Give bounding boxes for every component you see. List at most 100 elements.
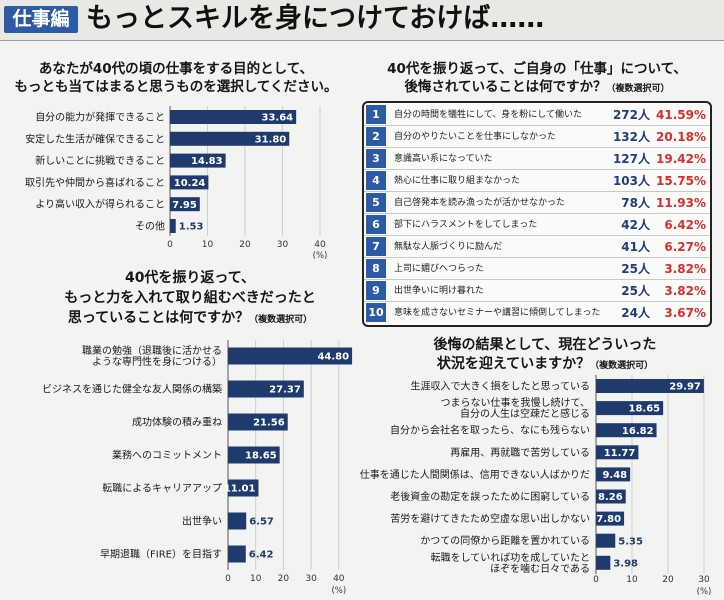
bar [170, 131, 290, 146]
row-label: 自分のやりたいことを仕事にしなかった [394, 132, 557, 142]
category-label: 転職をしていれば功を成していたとほぞを噛む日々である [431, 552, 590, 575]
data-label: 11.77 [604, 448, 636, 459]
x-tick-label: 0 [225, 574, 231, 584]
chart-title-line: 後悔されていることは何ですか？（複数選択可） [362, 78, 712, 98]
table-row: 3 意識高い系になっていた 127人 19.42% [364, 148, 710, 170]
category-label: 苦労を避けてきたため空虚な思い出しかない [390, 512, 590, 525]
category-label: 自分の能力が発揮できること [35, 111, 165, 124]
category-label: 安定した生活が確保できること [25, 132, 165, 145]
rank-badge: 10 [366, 303, 386, 322]
row-label: 出世争いに明け暮れた [394, 286, 485, 296]
data-label: 33.64 [262, 113, 294, 124]
chart-4-title: 後悔の結果として、現在どういった 状況を迎えていますか？（複数選択可） [370, 336, 720, 376]
x-tick-label: 30 [277, 240, 289, 250]
count-value: 24人 [621, 306, 650, 320]
percent-value: 3.82% [664, 262, 706, 276]
count-value: 41人 [621, 240, 650, 254]
bar [596, 401, 664, 416]
bar [596, 555, 611, 570]
header-band: 仕事編 もっとスキルを身につけておけば…… [0, 0, 724, 41]
bar [228, 380, 304, 398]
percent-value: 3.67% [664, 306, 706, 320]
regret-ranking-table: 1 自分の時間を犠牲にして、身を粉にして働いた 272人 41.59% 2 自分のやりたい… [362, 101, 712, 327]
percent-value: 3.82% [664, 284, 706, 298]
x-tick-label: 0 [593, 575, 599, 585]
percent-value: 20.18% [656, 130, 706, 144]
chart-title-note: （複数選択可） [249, 315, 313, 325]
chart-title-line: 状況を迎えていますか？（複数選択可） [370, 355, 720, 376]
data-label: 10.24 [174, 178, 206, 189]
table-row: 6 部下にハラスメントをしてしまった 42人 6.42% [364, 214, 710, 236]
count-value: 272人 [612, 108, 650, 122]
row-label: 上司に媚びへつらった [394, 264, 485, 274]
chart-title-line: 40代を振り返って、 [124, 270, 256, 286]
count-value: 103人 [612, 174, 650, 188]
data-label: 21.56 [253, 418, 285, 429]
bar [596, 467, 631, 482]
x-axis-unit: (%) [331, 586, 346, 596]
bar [170, 219, 176, 233]
table-row: 9 出世争いに明け暮れた 25人 3.82% [364, 280, 710, 302]
x-tick-label: 40 [314, 240, 326, 250]
bar [170, 110, 297, 124]
x-axis-unit: (%) [697, 587, 712, 597]
category-label: 業務へのコミットメント [112, 449, 222, 462]
category-label: つまらない仕事を我慢し続けて、自分の人生は空疎だと感じる [441, 396, 591, 420]
chart-title-line: 思っていることは何ですか？（複数選択可） [40, 308, 340, 330]
chart-title-note: （複数選択可） [606, 84, 670, 94]
category-label: 老後資金の勘定を誤ったために困窮している [390, 490, 590, 503]
bar [596, 445, 639, 460]
bar [228, 479, 259, 497]
rank-badge: 1 [366, 105, 386, 124]
rank-badge: 2 [366, 127, 386, 146]
data-label: 11.01 [224, 484, 256, 495]
chart-3-title: 40代を振り返って、 もっと力を入れて取り組むべきだったと 思っていることは何で… [40, 268, 340, 330]
rank-badge: 4 [366, 171, 386, 190]
x-tick-label: 30 [698, 575, 710, 585]
bar [170, 153, 226, 168]
category-label: 職業の勉強（退職後に活かせるような専門性を身につける） [82, 344, 222, 368]
percent-value: 41.59% [656, 108, 706, 122]
percent-value: 6.27% [664, 240, 706, 254]
row-label: 自分の時間を犠牲にして、身を粉にして働いた [394, 110, 583, 120]
x-tick-label: 20 [662, 575, 674, 585]
table-row: 7 無駄な人脈づくりに励んだ 41人 6.27% [364, 236, 710, 258]
bar [596, 423, 657, 438]
table-row: 2 自分のやりたいことを仕事にしなかった 132人 20.18% [364, 126, 710, 148]
bar [228, 347, 353, 365]
chart-1-title: あなたが40代の頃の仕事をする目的として、 もっとも当てはまると思うものを選択し… [0, 60, 352, 96]
data-label: 29.97 [669, 382, 701, 393]
chart-title-line: もっとも当てはまると思うものを選択してください。 [14, 79, 338, 95]
row-label: 部下にハラスメントをしてしまった [394, 220, 538, 230]
chart-title-line: 40代を振り返って、ご自身の「仕事」について、 [387, 61, 687, 77]
category-label: その他 [135, 220, 165, 233]
table-row: 10 意味を成さないセミナーや講習に傾倒してしまった 24人 3.67% [364, 302, 710, 324]
count-value: 127人 [612, 152, 650, 166]
chart-4-current-situation: 0 10 20 30 (%) 29.97 生涯収入で大きく損をしたと思っている 18.65 つま… [360, 375, 712, 597]
category-label: かつての同僚から距離を置かれている [420, 534, 590, 547]
x-tick-label: 0 [167, 240, 173, 250]
data-label: 16.82 [622, 426, 654, 437]
category-label: 成功体験の積み重ね [132, 416, 222, 429]
percent-value: 11.93% [656, 196, 706, 210]
bar [228, 512, 247, 530]
count-value: 25人 [621, 284, 650, 298]
chart-title-text: 状況を迎えていますか？ [436, 356, 591, 372]
data-label: 1.53 [179, 222, 204, 233]
bar [596, 533, 616, 548]
x-tick-label: 40 [333, 574, 345, 584]
x-tick-label: 10 [202, 240, 214, 250]
row-label: 意味を成さないセミナーや講習に傾倒してしまった [394, 308, 601, 318]
row-label: 無駄な人脈づくりに励んだ [394, 242, 503, 252]
category-label: 転職によるキャリアアップ [102, 483, 222, 495]
data-label: 18.65 [245, 451, 277, 462]
data-label: 7.95 [172, 200, 197, 211]
data-label: 6.57 [249, 517, 274, 528]
data-label: 31.80 [255, 134, 287, 145]
data-label: 3.98 [613, 558, 638, 569]
chart-title-note: （複数選択可） [590, 361, 654, 371]
rank-badge: 6 [366, 215, 386, 234]
page-title: もっとスキルを身につけておけば…… [86, 3, 545, 34]
chart-title-text: 思っていることは何ですか？ [67, 310, 250, 326]
